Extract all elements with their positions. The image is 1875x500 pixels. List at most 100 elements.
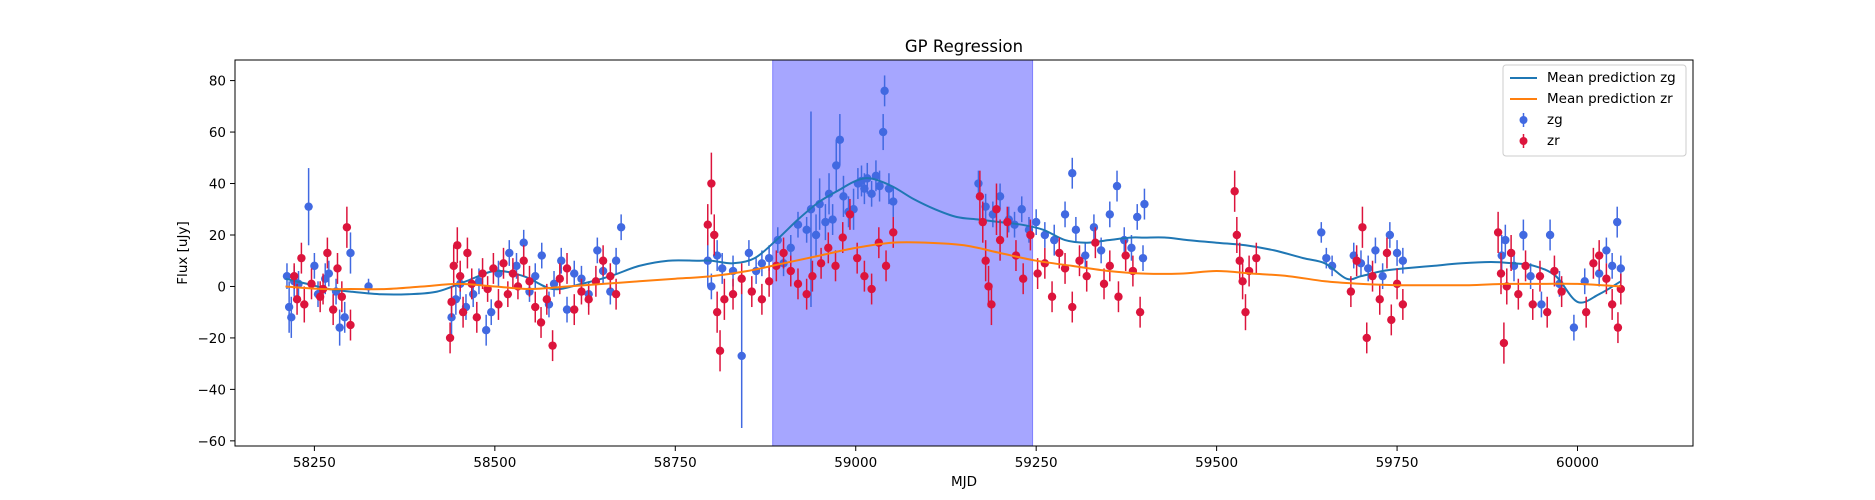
data-point-zg [519, 238, 528, 247]
data-point-zr [1514, 289, 1523, 299]
data-point-zg [1569, 323, 1579, 332]
data-point-zr [1121, 251, 1130, 260]
legend-swatch-zr-marker [1519, 137, 1528, 145]
data-point-zr [1602, 274, 1611, 283]
data-point-zg [811, 230, 821, 240]
x-tick-label: 59000 [834, 455, 877, 471]
data-point-zr [1496, 269, 1506, 278]
data-point-zr [472, 313, 481, 322]
data-point-zr [1346, 287, 1356, 296]
data-point-zg [1363, 264, 1373, 273]
series-zg [282, 75, 1626, 428]
data-point-zr [455, 271, 465, 281]
data-point-zr [499, 259, 508, 268]
data-point-zr [995, 235, 1005, 245]
data-point-zg [1081, 251, 1090, 260]
data-point-zg [707, 282, 716, 291]
data-point-zr [889, 228, 898, 237]
data-point-zr [292, 295, 302, 304]
data-point-zr [297, 253, 306, 263]
data-point-zr [1105, 261, 1115, 271]
data-point-zr [1543, 307, 1552, 317]
tick-layer: 58250 58500 58750 59000 59250 59500 59750 60000… [198, 74, 1599, 471]
data-point-zr [710, 230, 719, 240]
data-point-zr [536, 318, 546, 327]
y-tick-label: 40 [209, 177, 226, 193]
data-point-zg [593, 246, 602, 255]
data-point-zg [867, 189, 876, 199]
data-point-zr [816, 259, 826, 268]
data-point-zg [737, 351, 746, 361]
data-point-zr [508, 269, 518, 278]
data-point-zr [831, 261, 840, 271]
data-point-zr [874, 238, 884, 247]
data-point-zr [333, 264, 342, 273]
data-point-zr [606, 271, 615, 281]
data-point-zr [1392, 279, 1402, 289]
data-point-zr [445, 333, 455, 343]
data-point-zg [481, 326, 491, 335]
data-point-zr [1091, 238, 1100, 247]
data-point-zr [987, 300, 996, 309]
data-point-zg [757, 259, 767, 268]
data-point-zr [1607, 300, 1617, 309]
data-point-zg [310, 261, 319, 271]
data-point-zg [335, 323, 344, 332]
data-point-zr [1521, 261, 1530, 271]
data-point-zr [570, 305, 579, 314]
data-point-zg [1089, 223, 1099, 232]
data-point-zr [838, 233, 847, 242]
data-point-zr [1099, 279, 1109, 289]
data-point-zg [1537, 300, 1546, 309]
data-point-zg [835, 135, 845, 144]
data-point-zr [519, 256, 528, 265]
data-point-zr [307, 279, 316, 289]
data-point-zr [737, 274, 746, 283]
data-point-zg [1050, 235, 1059, 245]
data-point-zr [728, 289, 738, 299]
data-point-zg [1398, 256, 1408, 265]
y-tick-label: 0 [217, 279, 226, 295]
data-point-zr [328, 305, 338, 314]
data-point-zr [494, 300, 503, 309]
data-point-zr [1358, 223, 1367, 232]
data-point-zg [1096, 246, 1106, 255]
data-point-zg [505, 248, 514, 258]
data-point-zr [1018, 274, 1028, 283]
data-point-zr [1375, 295, 1384, 304]
data-point-zr [503, 289, 513, 299]
data-point-zg [1327, 261, 1337, 271]
data-point-zr [808, 271, 817, 281]
data-point-zg [570, 269, 579, 278]
x-tick-label: 59750 [1376, 455, 1419, 471]
chart-title: GP Regression [905, 37, 1023, 56]
data-point-zr [984, 282, 993, 291]
y-tick-label: 80 [209, 74, 226, 90]
data-point-zg [616, 223, 626, 232]
data-point-zr [1026, 230, 1035, 240]
data-point-zg [562, 305, 572, 314]
data-point-zg [1105, 210, 1115, 219]
data-point-zg [284, 302, 294, 312]
data-point-zg [611, 256, 621, 265]
data-point-zr [975, 192, 985, 201]
data-point-zr [458, 307, 468, 317]
data-point-zr [757, 295, 767, 304]
data-point-zg [1392, 248, 1402, 258]
legend-label-zg-line: Mean prediction zg [1547, 70, 1676, 86]
data-point-zr [1528, 300, 1537, 309]
data-point-zr [1550, 266, 1559, 276]
data-point-zr [1055, 248, 1064, 258]
legend-label-zr-line: Mean prediction zr [1547, 91, 1673, 107]
data-point-zg [282, 271, 292, 281]
data-point-zg [1371, 246, 1380, 255]
data-point-zr [707, 179, 716, 188]
data-point-zg [304, 202, 313, 211]
legend: Mean prediction zg Mean prediction zr zg… [1502, 64, 1687, 157]
y-tick-label: 60 [209, 125, 226, 141]
data-point-zg [1322, 253, 1331, 263]
x-tick-label: 59500 [1195, 455, 1238, 471]
data-point-zg [474, 277, 484, 286]
data-point-zr [703, 220, 712, 229]
data-point-zr [1238, 277, 1247, 286]
